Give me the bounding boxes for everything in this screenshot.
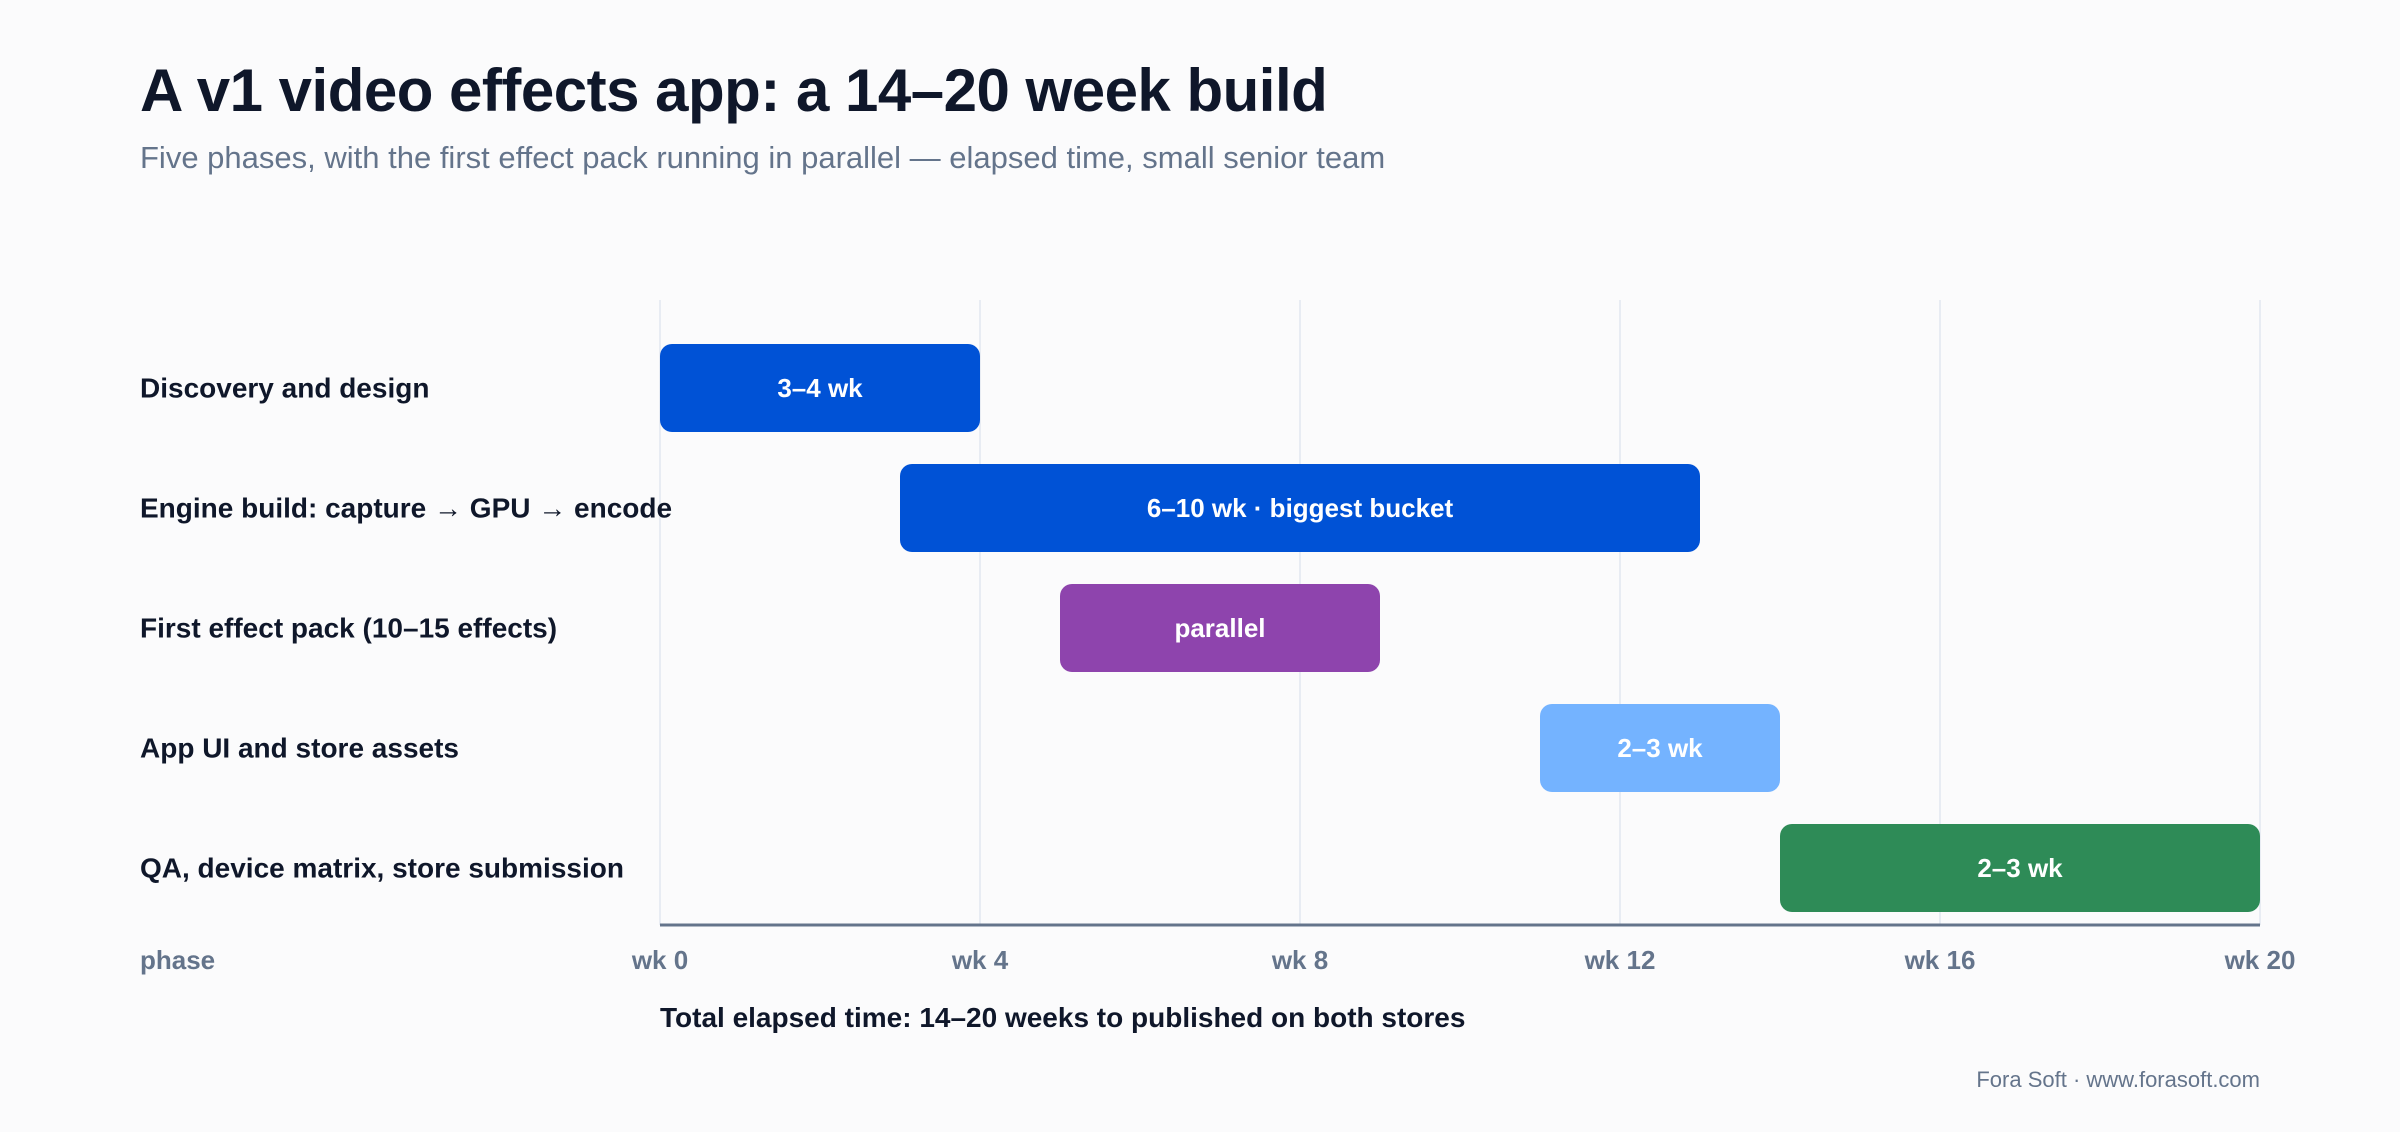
- phase-label: Engine build: capture → GPU → encode: [140, 493, 672, 524]
- footer-credit: Fora Soft · www.forasoft.com: [1976, 1067, 2260, 1092]
- phase-bar: [1780, 824, 2260, 912]
- x-tick-label: wk 0: [631, 945, 688, 975]
- phase-label: App UI and store assets: [140, 733, 459, 764]
- bar-label: 6–10 wk · biggest bucket: [1147, 493, 1454, 523]
- bar-label: 3–4 wk: [777, 373, 863, 403]
- total-elapsed-note: Total elapsed time: 14–20 weeks to publi…: [660, 1002, 1466, 1033]
- x-tick-label: wk 20: [2224, 945, 2296, 975]
- phase-bar: [660, 344, 980, 432]
- x-tick-label: wk 4: [951, 945, 1009, 975]
- x-tick-label: wk 16: [1904, 945, 1976, 975]
- bar-label: 2–3 wk: [1977, 853, 2063, 883]
- phase-label: Discovery and design: [140, 373, 429, 404]
- phase-bar: [900, 464, 1700, 552]
- x-tick-label: wk 8: [1271, 945, 1328, 975]
- phase-bar: [1060, 584, 1380, 672]
- x-tick-label: wk 12: [1584, 945, 1656, 975]
- bar-label: parallel: [1174, 613, 1265, 643]
- chart-subtitle: Five phases, with the first effect pack …: [140, 140, 1386, 175]
- bar-label: 2–3 wk: [1617, 733, 1703, 763]
- phase-label: QA, device matrix, store submission: [140, 853, 624, 884]
- phase-bar: [1540, 704, 1780, 792]
- chart-title: A v1 video effects app: a 14–20 week bui…: [140, 57, 1328, 124]
- phase-label: First effect pack (10–15 effects): [140, 613, 557, 644]
- category-axis-label: phase: [140, 945, 215, 975]
